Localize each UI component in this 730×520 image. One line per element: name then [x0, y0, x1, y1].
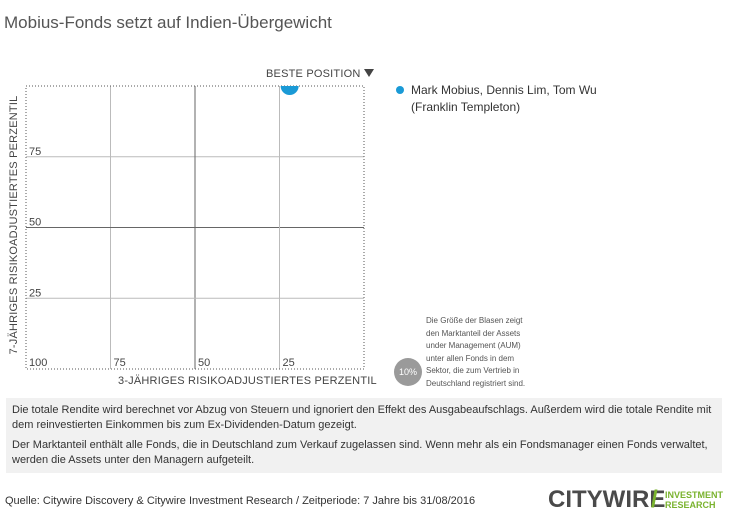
logo-slash: / [651, 486, 658, 513]
logo-subtitle: INVESTMENT RESEARCH [665, 490, 723, 510]
size-note-line: Deutschland registriert sind. [426, 378, 526, 388]
bubble-size-note: Die Größe der Blasen zeigt den Marktante… [426, 315, 556, 390]
data-point [280, 86, 299, 95]
size-note-line: under Management (AUM) [426, 341, 521, 350]
logo-subtitle-line-1: INVESTMENT [665, 490, 724, 500]
triangle-down-icon [363, 69, 374, 77]
legend-line-1: Mark Mobius, Dennis Lim, Tom Wu [411, 83, 597, 97]
size-note-line: unter allen Fonds in dem [426, 353, 515, 363]
x-axis-label: 3-JÄHRIGES RISIKOADJUSTIERTES PERZENTIL [118, 375, 377, 387]
x-tick-label: 50 [198, 357, 210, 369]
best-position-label: BESTE POSITION [266, 68, 374, 80]
size-note-line: den Marktanteil der Assets [426, 328, 521, 338]
size-note-line: Die Größe der Blasen zeigt [426, 316, 523, 325]
x-tick-label: 100 [29, 357, 47, 369]
notes-box: Die totale Rendite wird berechnet vor Ab… [6, 398, 722, 473]
x-tick-label: 75 [114, 357, 126, 369]
best-position-text: BESTE POSITION [266, 68, 361, 80]
page-title: Mobius-Fonds setzt auf Indien-Übergewich… [4, 13, 332, 33]
y-tick-label: 25 [29, 287, 41, 299]
legend-entry-label: Mark Mobius, Dennis Lim, Tom Wu (Frankli… [411, 82, 636, 116]
y-axis-label: 7-JÄHRIGES RISIKOADJUSTIERTES PERZENTIL [8, 95, 20, 355]
legend-marker [396, 86, 404, 94]
source-text: Quelle: Citywire Discovery & Citywire In… [5, 495, 476, 507]
note-paragraph-1: Die totale Rendite wird berechnet vor Ab… [12, 404, 712, 431]
logo-subtitle-line-2: RESEARCH [665, 500, 716, 510]
x-tick-label: 25 [283, 357, 295, 369]
bubble-size-reference: 10% [394, 358, 422, 386]
plot-frame [25, 85, 365, 370]
y-tick-label: 75 [29, 146, 41, 158]
scatter-chart: 25 50 75 100 75 50 25 [25, 85, 365, 370]
note-paragraph-2: Der Marktanteil enthält alle Fonds, die … [12, 439, 708, 466]
y-tick-label: 50 [29, 217, 41, 229]
legend: Mark Mobius, Dennis Lim, Tom Wu (Frankli… [396, 82, 636, 116]
logo-wordmark: CITYWIRE [548, 486, 666, 513]
legend-line-2: (Franklin Templeton) [411, 100, 521, 114]
size-note-line: Sektor, die zum Vertrieb in [426, 366, 520, 375]
